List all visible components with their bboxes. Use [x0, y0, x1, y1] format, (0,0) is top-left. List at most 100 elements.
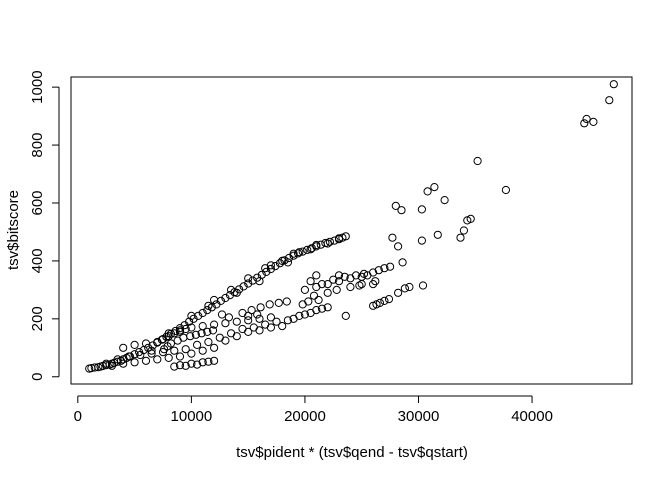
data-point [164, 353, 173, 362]
data-point [334, 271, 344, 280]
data-point [330, 236, 339, 245]
data-point [312, 240, 321, 250]
data-point [274, 298, 283, 307]
data-point [266, 313, 275, 322]
data-point [193, 360, 202, 369]
y-tick-label: 1000 [29, 70, 46, 103]
data-point [203, 327, 212, 336]
data-point [317, 280, 327, 289]
data-point [187, 359, 196, 368]
data-point [256, 303, 265, 312]
data-point [501, 185, 510, 195]
data-point [289, 249, 298, 258]
data-point [294, 249, 303, 258]
data-point [193, 340, 202, 349]
data-point [175, 352, 185, 361]
data-point [210, 295, 219, 305]
data-point [278, 322, 287, 331]
data-point [187, 323, 196, 332]
data-point [334, 234, 344, 243]
data-point [113, 355, 122, 364]
data-point [341, 311, 350, 320]
data-point [119, 343, 128, 352]
data-point [283, 258, 292, 267]
data-point [384, 295, 394, 304]
data-point [130, 340, 139, 349]
data-point [147, 349, 156, 358]
data-point [170, 329, 179, 338]
data-point [278, 256, 287, 265]
data-point [418, 281, 428, 290]
data-point [253, 310, 262, 319]
data-point [589, 117, 598, 127]
data-point [417, 236, 426, 245]
y-tick-label: 200 [29, 306, 46, 331]
y-tick-label: 800 [29, 133, 46, 158]
data-point [210, 320, 219, 329]
data-point [580, 119, 589, 128]
data-point [147, 346, 156, 355]
data-point [244, 279, 253, 288]
data-point [351, 271, 361, 280]
data-point [334, 277, 344, 286]
data-point [295, 311, 304, 320]
data-point [215, 333, 224, 342]
data-point [298, 247, 307, 256]
data-point [255, 314, 264, 323]
data-point [359, 269, 369, 278]
data-point [430, 183, 439, 192]
data-point [153, 355, 162, 364]
data-point [187, 311, 196, 320]
data-point [459, 226, 468, 235]
data-point [175, 324, 185, 333]
data-point [375, 298, 384, 307]
data-point [208, 326, 218, 335]
data-point [423, 187, 432, 196]
data-point [141, 356, 151, 365]
data-point [102, 359, 111, 368]
data-point [306, 277, 315, 286]
data-point [170, 362, 179, 371]
data-point [232, 288, 241, 297]
data-point [124, 352, 133, 361]
data-point [198, 308, 207, 318]
data-point [456, 233, 465, 242]
data-point [164, 329, 173, 338]
data-point [380, 264, 389, 273]
data-point [244, 274, 253, 283]
data-point [340, 272, 349, 281]
data-point [224, 313, 233, 322]
data-point [204, 337, 213, 347]
data-point [394, 288, 403, 297]
data-point [369, 268, 378, 277]
data-point [198, 358, 207, 367]
data-point [186, 332, 195, 341]
data-point [221, 319, 230, 328]
data-point [130, 358, 139, 367]
data-point [314, 295, 323, 305]
data-point [181, 324, 190, 334]
y-tick-label: 600 [29, 190, 46, 215]
plot-frame [70, 76, 633, 385]
data-point [210, 343, 219, 352]
data-point [332, 285, 341, 294]
data-point [323, 239, 332, 248]
data-point [391, 201, 400, 210]
data-point [374, 266, 383, 275]
data-point [166, 339, 175, 348]
data-point [306, 245, 315, 254]
data-point [249, 323, 258, 332]
data-point [244, 316, 253, 325]
data-point [191, 330, 200, 339]
x-axis-title: tsv$pident * (tsv$qend - tsv$qstart) [236, 444, 468, 461]
data-point [284, 253, 294, 263]
data-point [397, 206, 406, 215]
data-point [400, 284, 409, 293]
data-point [271, 262, 280, 271]
data-point [605, 96, 614, 105]
data-point [325, 237, 334, 246]
data-point [323, 303, 332, 312]
data-point [170, 346, 179, 355]
data-point [107, 361, 117, 370]
data-point [210, 356, 219, 365]
